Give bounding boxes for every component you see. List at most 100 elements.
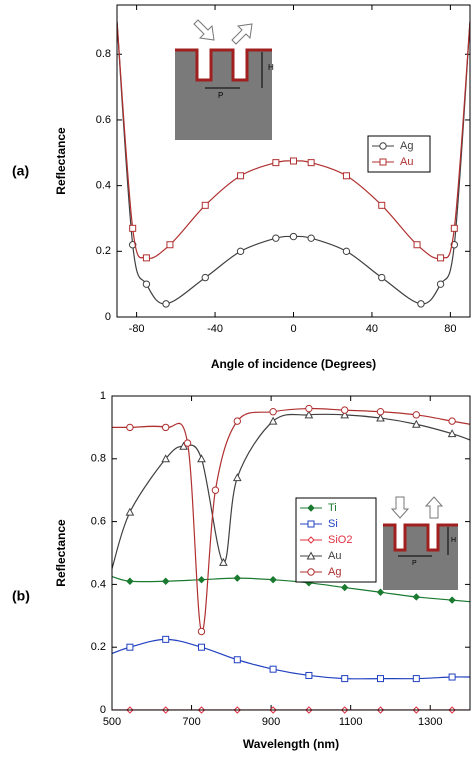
marker [211, 486, 220, 494]
marker [448, 596, 456, 604]
marker [237, 172, 245, 180]
x-tick-label: 1100 [339, 716, 363, 728]
legend-marker [379, 142, 387, 150]
marker [448, 417, 456, 425]
marker [447, 429, 457, 438]
x-tick-label: 0 [290, 323, 296, 335]
marker [233, 574, 242, 582]
marker [201, 273, 209, 282]
legend-marker [307, 536, 315, 544]
marker [126, 423, 134, 432]
legend-label: Ti [328, 502, 337, 514]
marker [305, 671, 313, 679]
inset-label: H [268, 63, 274, 72]
marker [142, 280, 151, 288]
x-tick-label: 500 [103, 716, 121, 728]
legend-label: Au [328, 550, 341, 562]
marker [412, 593, 421, 601]
marker [268, 416, 278, 425]
marker [340, 583, 349, 592]
x-tick-label: 80 [444, 323, 456, 335]
y-tick-label: 0.4 [96, 180, 111, 192]
y-tick-label: 0.8 [96, 48, 111, 60]
marker [376, 413, 385, 422]
y-tick-label: 0.6 [96, 114, 111, 126]
marker [378, 201, 386, 209]
marker [272, 159, 280, 167]
y-tick-label: 0 [100, 704, 106, 716]
marker [183, 439, 192, 447]
marker [198, 643, 205, 651]
legend-marker [307, 568, 315, 576]
x-tick-label: 40 [366, 323, 378, 335]
y-tick-label: 0.8 [91, 453, 106, 465]
x-tick-label: -80 [129, 323, 145, 335]
panel-label: (a) [12, 163, 29, 179]
marker [201, 201, 209, 209]
marker [142, 254, 150, 262]
marker [376, 588, 385, 596]
marker [162, 423, 170, 432]
marker [233, 417, 242, 425]
marker [290, 157, 297, 165]
x-tick-label: 1300 [418, 716, 442, 728]
marker [436, 280, 445, 288]
marker [289, 232, 298, 241]
marker [377, 675, 384, 683]
x-axis-label: Angle of incidence (Degrees) [211, 357, 376, 371]
x-tick-label: 900 [262, 716, 280, 728]
legend-marker [307, 504, 315, 512]
legend-box [367, 135, 431, 173]
plot-frame [116, 4, 471, 318]
marker [197, 575, 206, 584]
marker [161, 577, 170, 585]
x-tick-label: 700 [182, 716, 200, 728]
y-axis-label: Reflectance [54, 127, 68, 195]
y-tick-label: 0.4 [91, 578, 106, 590]
legend-marker [306, 551, 316, 560]
inset-a: H P [175, 19, 274, 140]
marker [378, 273, 386, 282]
series-line [112, 638, 470, 680]
legend-label: Si [328, 518, 338, 530]
marker [197, 627, 206, 636]
plot: 0 0.2 0.4 0.6 0.8 1 500 700 900 1100 1300 (b) Wavele… [12, 390, 471, 751]
marker [166, 241, 174, 249]
marker [450, 224, 458, 232]
marker [305, 404, 313, 413]
marker [233, 656, 241, 664]
marker [125, 507, 135, 516]
marker [307, 234, 315, 242]
x-tick-label: -40 [207, 323, 223, 335]
marker [161, 454, 171, 463]
y-tick-label: 0 [105, 311, 111, 323]
legend-label: Au [400, 156, 413, 168]
marker [219, 557, 228, 566]
marker [126, 643, 134, 651]
legend-marker [379, 158, 387, 166]
panel-label: (b) [12, 588, 30, 604]
y-tick-label: 0.2 [96, 245, 111, 257]
plot-frame [111, 395, 471, 711]
marker [307, 159, 315, 167]
inset-label: P [218, 91, 223, 100]
marker [269, 575, 277, 584]
marker [269, 665, 277, 673]
marker [412, 411, 420, 419]
y-tick-label: 0.2 [91, 641, 106, 653]
y-tick-label: 0.6 [91, 516, 106, 528]
marker [417, 300, 425, 308]
series-line [112, 413, 470, 569]
y-axis-label: Reflectance [54, 519, 68, 587]
y-tick-label: 1 [100, 390, 106, 402]
marker [412, 675, 420, 683]
marker [341, 406, 349, 414]
inset-b: H P [383, 496, 458, 590]
marker [342, 247, 351, 256]
marker [304, 410, 314, 419]
legend-label: Ag [400, 140, 413, 152]
marker [340, 410, 350, 419]
marker [162, 300, 170, 308]
legend-label: SiO2 [328, 534, 352, 546]
